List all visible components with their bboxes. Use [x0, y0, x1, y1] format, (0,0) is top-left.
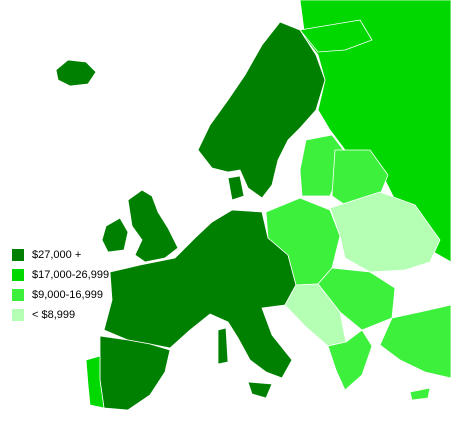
legend: $27,000 + $17,000-26,999 $9,000-16,999 < $8…: [12, 249, 109, 321]
legend-label: < $8,999: [32, 309, 75, 321]
legend-label: $9,000-16,999: [32, 289, 103, 301]
region-portugal: [85, 355, 105, 409]
region-uk: [127, 189, 179, 263]
region-west: [103, 209, 297, 379]
legend-swatch: [12, 289, 24, 301]
region-greece: [327, 329, 373, 391]
region-iceland: [55, 59, 97, 87]
region-kola: [299, 19, 373, 53]
region-ireland: [101, 217, 129, 253]
region-cyprus: [409, 387, 431, 401]
region-sicily: [247, 381, 273, 399]
legend-label: $17,000-26,999: [32, 269, 109, 281]
region-denmark: [227, 175, 245, 201]
region-balkans: [284, 283, 347, 347]
region-ukraine: [329, 191, 441, 273]
region-turkey: [379, 304, 451, 379]
region-corsica-sardinia: [217, 327, 229, 365]
legend-swatch: [12, 269, 24, 281]
regions: [55, 0, 451, 411]
legend-swatch: [12, 249, 24, 261]
region-romania-bulgaria: [317, 267, 396, 331]
legend-label: $27,000 +: [32, 249, 81, 261]
region-scandinavia: [197, 21, 326, 199]
legend-swatch: [12, 309, 24, 321]
